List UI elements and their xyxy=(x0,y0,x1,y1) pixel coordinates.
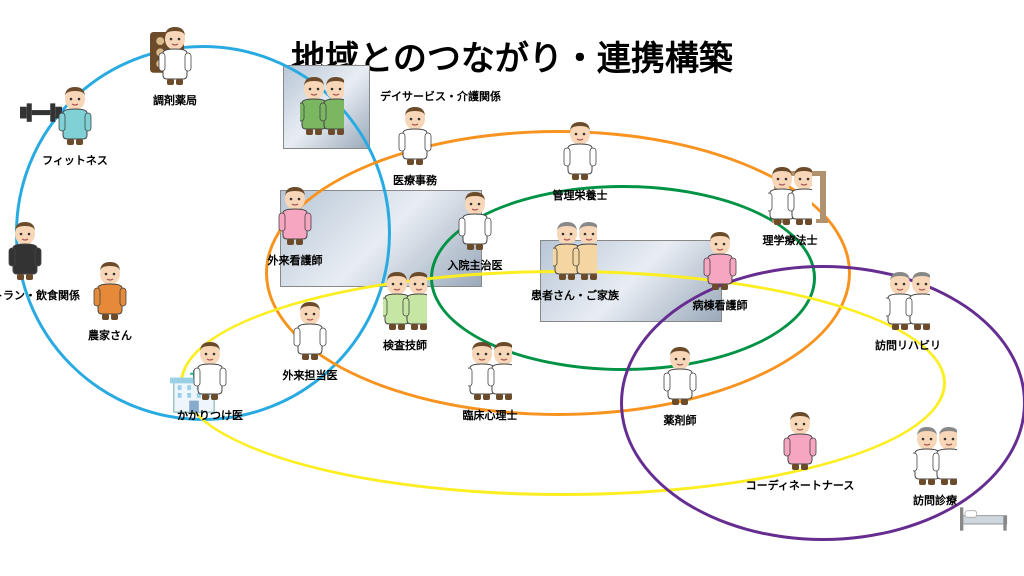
label-fitness: フィットネス xyxy=(42,152,108,168)
person-houmon-reha-icon xyxy=(886,270,930,335)
label-kensa: 検査技師 xyxy=(383,337,427,353)
label-houmon-reha: 訪問リハビリ xyxy=(875,337,941,353)
person-rigaku-icon xyxy=(768,165,812,230)
node-ward-nurse: 病棟看護師 xyxy=(675,230,765,313)
person-yakuzaishi-icon xyxy=(658,345,702,410)
label-nurse-out: 外来看護師 xyxy=(268,252,323,268)
person-dayservice-icon xyxy=(300,75,344,140)
person-restaurant-icon xyxy=(3,220,47,285)
person-ward-nurse-icon xyxy=(698,230,742,295)
node-inpatient-dr: 入院主治医 xyxy=(430,190,520,273)
person-eiyoushi-icon xyxy=(558,120,602,185)
label-rigaku: 理学療法士 xyxy=(763,232,818,248)
label-coord-nurse: コーディネートナース xyxy=(746,477,855,493)
node-pharmacist: 調剤薬局 xyxy=(130,25,220,108)
node-farmer: 農家さん xyxy=(65,260,155,343)
label-patient: 患者さん・ご家族 xyxy=(531,287,619,303)
person-fitness-icon xyxy=(53,85,97,150)
label-office: 医療事務 xyxy=(393,172,437,188)
person-office-icon xyxy=(393,105,437,170)
node-restaurant: レストラン・飲食関係 xyxy=(0,220,70,303)
label-pharmacist: 調剤薬局 xyxy=(153,92,197,108)
label-ward-nurse: 病棟看護師 xyxy=(693,297,748,313)
node-gairai: 外来担当医 xyxy=(265,300,355,383)
person-patient-icon xyxy=(553,220,597,285)
node-shinri: 臨床心理士 xyxy=(445,340,535,423)
label-yakuzaishi: 薬剤師 xyxy=(664,412,697,428)
node-coord-nurse: コーディネートナース xyxy=(755,410,845,493)
person-pharmacist-icon xyxy=(153,25,197,90)
person-shinri-icon xyxy=(468,340,512,405)
node-patient: 患者さん・ご家族 xyxy=(530,220,620,303)
person-farmer-icon xyxy=(88,260,132,325)
person-kakaritsuke-icon xyxy=(188,340,232,405)
person-nurse-out-icon xyxy=(273,185,317,250)
node-nurse-out: 外来看護師 xyxy=(250,185,340,268)
node-houmon-reha: 訪問リハビリ xyxy=(863,270,953,353)
label-gairai: 外来担当医 xyxy=(283,367,338,383)
node-office: 医療事務 xyxy=(370,105,460,188)
label-farmer: 農家さん xyxy=(88,327,132,343)
label-shinri: 臨床心理士 xyxy=(463,407,518,423)
label-eiyoushi: 管理栄養士 xyxy=(553,187,608,203)
node-houmon-shinryo: 訪問診療 xyxy=(890,425,980,508)
person-kensa-icon xyxy=(383,270,427,335)
label-dayservice: デイサービス・介護関係 xyxy=(380,88,501,104)
person-houmon-shinryo-icon xyxy=(913,425,957,490)
bed-icon xyxy=(960,504,1010,539)
label-kakaritsuke: かかりつけ医 xyxy=(177,407,243,423)
person-gairai-icon xyxy=(288,300,332,365)
node-yakuzaishi: 薬剤師 xyxy=(635,345,725,428)
node-kensa: 検査技師 xyxy=(360,270,450,353)
person-coord-nurse-icon xyxy=(778,410,822,475)
node-eiyoushi: 管理栄養士 xyxy=(535,120,625,203)
label-inpatient-dr: 入院主治医 xyxy=(448,257,503,273)
node-kakaritsuke: かかりつけ医 xyxy=(165,340,255,423)
person-inpatient-dr-icon xyxy=(453,190,497,255)
label-houmon-shinryo: 訪問診療 xyxy=(913,492,957,508)
node-fitness: フィットネス xyxy=(30,85,120,168)
